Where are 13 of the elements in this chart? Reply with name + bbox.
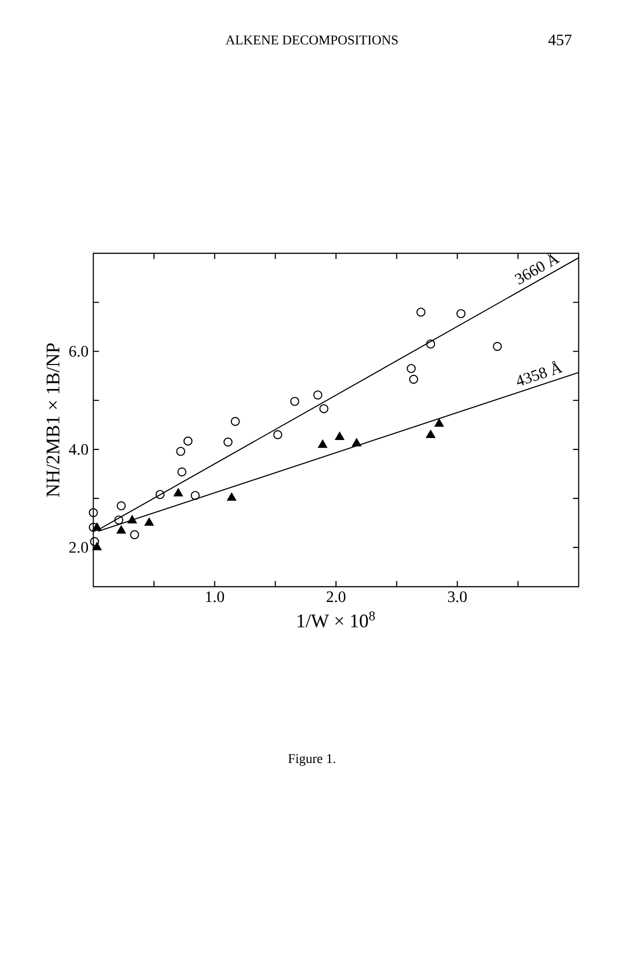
- y-axis-title: NH/2MB1 × 1B/NP: [46, 343, 60, 497]
- text: ALKENE DECOMPOSITIONS: [225, 36, 398, 44]
- x-tick-label: 1.0: [206, 591, 224, 602]
- x-tick-label: 2.0: [326, 591, 346, 602]
- annotation: 4358 Å: [516, 361, 563, 386]
- y-tick-label: 6.0: [69, 346, 88, 357]
- x-tick-label: 3.0: [448, 591, 467, 602]
- text: 457: [548, 34, 572, 46]
- y-tick-label: 2.0: [69, 542, 88, 553]
- y-tick-label: 4.0: [68, 444, 88, 455]
- annotation: 3660 Å: [514, 252, 560, 284]
- caption: Figure 1.: [288, 754, 336, 766]
- x-axis-title: 1/W × 10$^{8}$: [298, 611, 375, 628]
